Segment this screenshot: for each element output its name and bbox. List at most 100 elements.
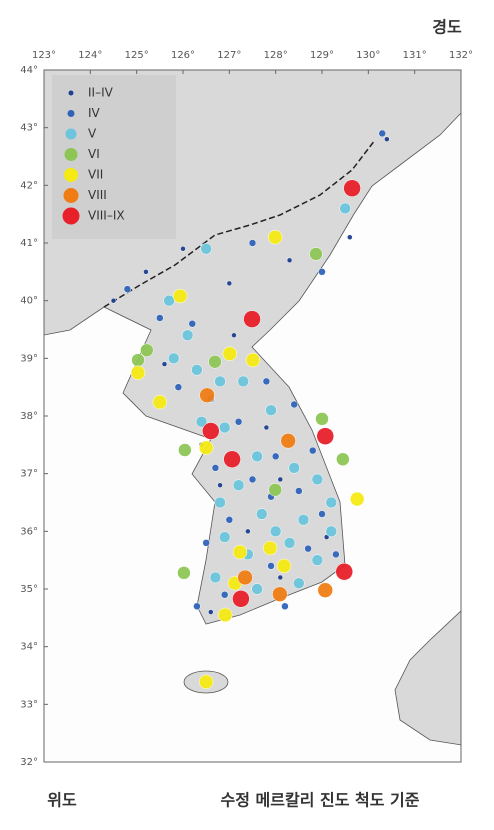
quake-point bbox=[234, 418, 243, 426]
quake-point bbox=[335, 562, 353, 581]
quake-point bbox=[237, 375, 249, 388]
x-tick-label: 128° bbox=[264, 50, 288, 61]
y-tick-label: 39° bbox=[20, 353, 38, 364]
quake-point bbox=[180, 246, 186, 252]
quake-point bbox=[325, 525, 338, 538]
quake-point bbox=[378, 129, 386, 138]
quake-point bbox=[174, 383, 183, 391]
quake-point bbox=[152, 394, 168, 410]
y-tick-label: 40° bbox=[20, 296, 38, 307]
quake-point bbox=[308, 446, 317, 455]
quake-point bbox=[209, 571, 222, 584]
quake-point bbox=[123, 285, 132, 293]
note: 수정 메르칼리 진도 척도 기준 bbox=[221, 791, 420, 810]
quake-point bbox=[245, 528, 251, 535]
quake-point bbox=[198, 440, 214, 455]
legend-marker bbox=[62, 207, 80, 225]
quake-point bbox=[267, 562, 275, 570]
quake-point bbox=[384, 136, 390, 142]
quake-point bbox=[232, 590, 250, 608]
quake-point bbox=[217, 482, 223, 488]
quake-point bbox=[271, 452, 280, 461]
y-axis-label: 위도 bbox=[47, 791, 77, 810]
quake-point bbox=[172, 288, 188, 304]
legend-marker bbox=[67, 110, 75, 117]
quake-point bbox=[217, 607, 233, 623]
quake-point bbox=[110, 297, 117, 304]
x-tick-label: 125° bbox=[125, 50, 149, 61]
quake-point bbox=[256, 508, 268, 520]
legend-label: VIII–IX bbox=[88, 209, 125, 223]
quake-point bbox=[178, 443, 192, 457]
quake-point bbox=[193, 602, 201, 611]
quake-point bbox=[304, 544, 312, 553]
quake-point bbox=[281, 602, 289, 611]
quake-point bbox=[269, 525, 282, 538]
legend-marker bbox=[64, 168, 78, 182]
y-tick-label: 42° bbox=[20, 180, 38, 191]
quake-point bbox=[311, 554, 324, 566]
quake-point bbox=[248, 239, 257, 247]
quake-point bbox=[315, 412, 329, 426]
quake-point bbox=[223, 450, 241, 468]
legend-label: VIII bbox=[88, 188, 107, 202]
quake-point bbox=[161, 361, 168, 367]
quake-point bbox=[277, 574, 284, 581]
quake-point bbox=[225, 516, 234, 524]
y-tick-label: 35° bbox=[20, 584, 38, 595]
quake-point bbox=[208, 609, 214, 615]
legend-label: V bbox=[88, 127, 97, 141]
quake-point bbox=[143, 269, 149, 275]
quake-point bbox=[245, 352, 261, 368]
quake-point bbox=[198, 674, 214, 690]
quake-point bbox=[220, 591, 229, 599]
x-tick-label: 130° bbox=[356, 50, 380, 61]
quake-point bbox=[211, 464, 220, 472]
quake-point bbox=[156, 314, 164, 322]
quake-point bbox=[349, 491, 365, 507]
quake-point bbox=[280, 433, 296, 449]
quake-point bbox=[232, 479, 245, 491]
y-tick-label: 38° bbox=[20, 411, 38, 422]
quake-point bbox=[288, 462, 300, 474]
legend-marker bbox=[64, 148, 78, 161]
y-tick-label: 43° bbox=[20, 123, 38, 134]
quake-point bbox=[295, 487, 303, 495]
quake-point bbox=[317, 582, 333, 598]
quake-point bbox=[277, 476, 284, 483]
quake-point bbox=[309, 247, 323, 261]
quake-point bbox=[251, 583, 263, 595]
quake-point bbox=[276, 558, 292, 574]
legend-label: VII bbox=[88, 168, 103, 182]
y-tick-label: 33° bbox=[20, 699, 38, 710]
legend-marker bbox=[68, 90, 74, 96]
quake-point bbox=[332, 550, 340, 559]
legend-marker bbox=[63, 188, 79, 203]
y-tick-label: 44° bbox=[20, 65, 38, 76]
x-tick-label: 127° bbox=[217, 50, 241, 61]
quake-point bbox=[290, 400, 298, 409]
quake-point bbox=[214, 496, 226, 509]
quake-point bbox=[181, 329, 194, 342]
y-tick-label: 37° bbox=[20, 469, 38, 480]
quake-point bbox=[237, 569, 253, 586]
legend-label: IV bbox=[88, 106, 101, 120]
quake-point bbox=[199, 387, 215, 403]
quake-point bbox=[283, 537, 296, 549]
quake-point bbox=[325, 496, 338, 509]
x-axis-label: 경도 bbox=[432, 18, 462, 37]
y-tick-label: 36° bbox=[20, 526, 38, 537]
quake-point bbox=[318, 510, 326, 518]
quake-point bbox=[248, 475, 257, 484]
quake-point bbox=[177, 566, 191, 580]
x-tick-label: 131° bbox=[403, 50, 427, 61]
quake-point bbox=[163, 294, 175, 307]
x-tick-label: 132° bbox=[449, 50, 473, 61]
quake-point bbox=[202, 539, 210, 547]
quake-point bbox=[202, 422, 220, 440]
quake-point bbox=[265, 404, 277, 416]
quake-point bbox=[262, 540, 278, 556]
quake-point bbox=[218, 531, 231, 543]
quake-point bbox=[262, 377, 271, 386]
